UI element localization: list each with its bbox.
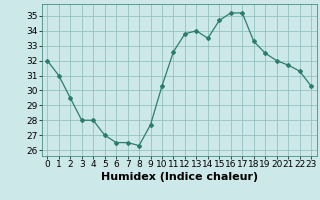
X-axis label: Humidex (Indice chaleur): Humidex (Indice chaleur) [100,172,258,182]
